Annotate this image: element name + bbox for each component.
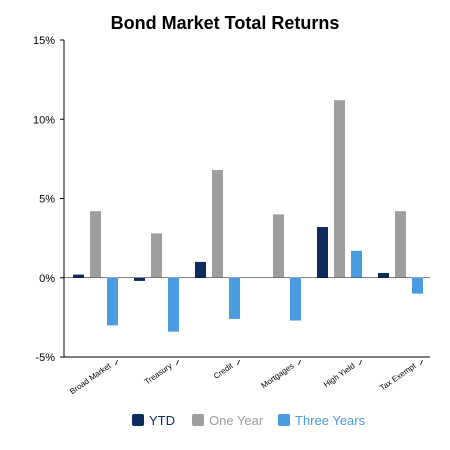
x-tick-label: Tax Exempt [378,361,418,393]
legend-swatch [192,414,204,426]
legend-label: Three Years [295,413,366,428]
y-tick-label: 5% [39,194,55,206]
bar-one-year [212,169,223,278]
bar-ytd [195,261,206,278]
legend-swatch [132,414,144,426]
x-tick-label: High Yield [322,361,357,389]
legend-label: YTD [149,413,175,428]
legend: YTD One Year Three Years [132,413,366,428]
y-tick-label: 15% [33,35,55,47]
x-tick-mark [237,359,240,366]
bar-ytd [317,227,328,278]
legend-label: One Year [209,413,264,428]
bar-one-year [151,233,162,278]
bar-one-year [395,211,406,278]
legend-swatch [278,414,290,426]
bar-three-years [229,277,240,319]
bar-three-years [412,277,423,294]
bar-ytd [73,274,84,278]
bar-ytd [378,272,389,278]
bar-one-year [90,211,101,278]
axes: 15% 10% 5% 0% -5% [33,35,430,364]
x-tick-mark [176,359,179,366]
bars [73,100,423,332]
bar-one-year [334,100,345,278]
x-tick-mark [420,359,423,366]
bar-one-year [273,214,284,278]
category-labels: Broad Market Treasury Credit Mortgages High … [68,359,423,396]
bar-three-years [290,277,301,321]
bar-three-years [351,250,362,278]
x-tick-label: Treasury [143,361,174,386]
x-tick-label: Broad Market [68,361,113,396]
x-tick-label: Credit [212,361,235,381]
x-tick-mark [359,359,362,366]
bar-three-years [168,277,179,332]
bar-three-years [107,277,118,326]
y-tick-label: -5% [35,352,55,364]
x-tick-mark [298,359,301,366]
y-tick-label: 10% [33,114,55,126]
y-tick-label: 0% [39,273,55,285]
x-tick-mark [115,359,118,366]
x-tick-label: Mortgages [260,361,296,390]
chart-title: Bond Market Total Returns [111,13,340,33]
bar-ytd [134,277,145,281]
